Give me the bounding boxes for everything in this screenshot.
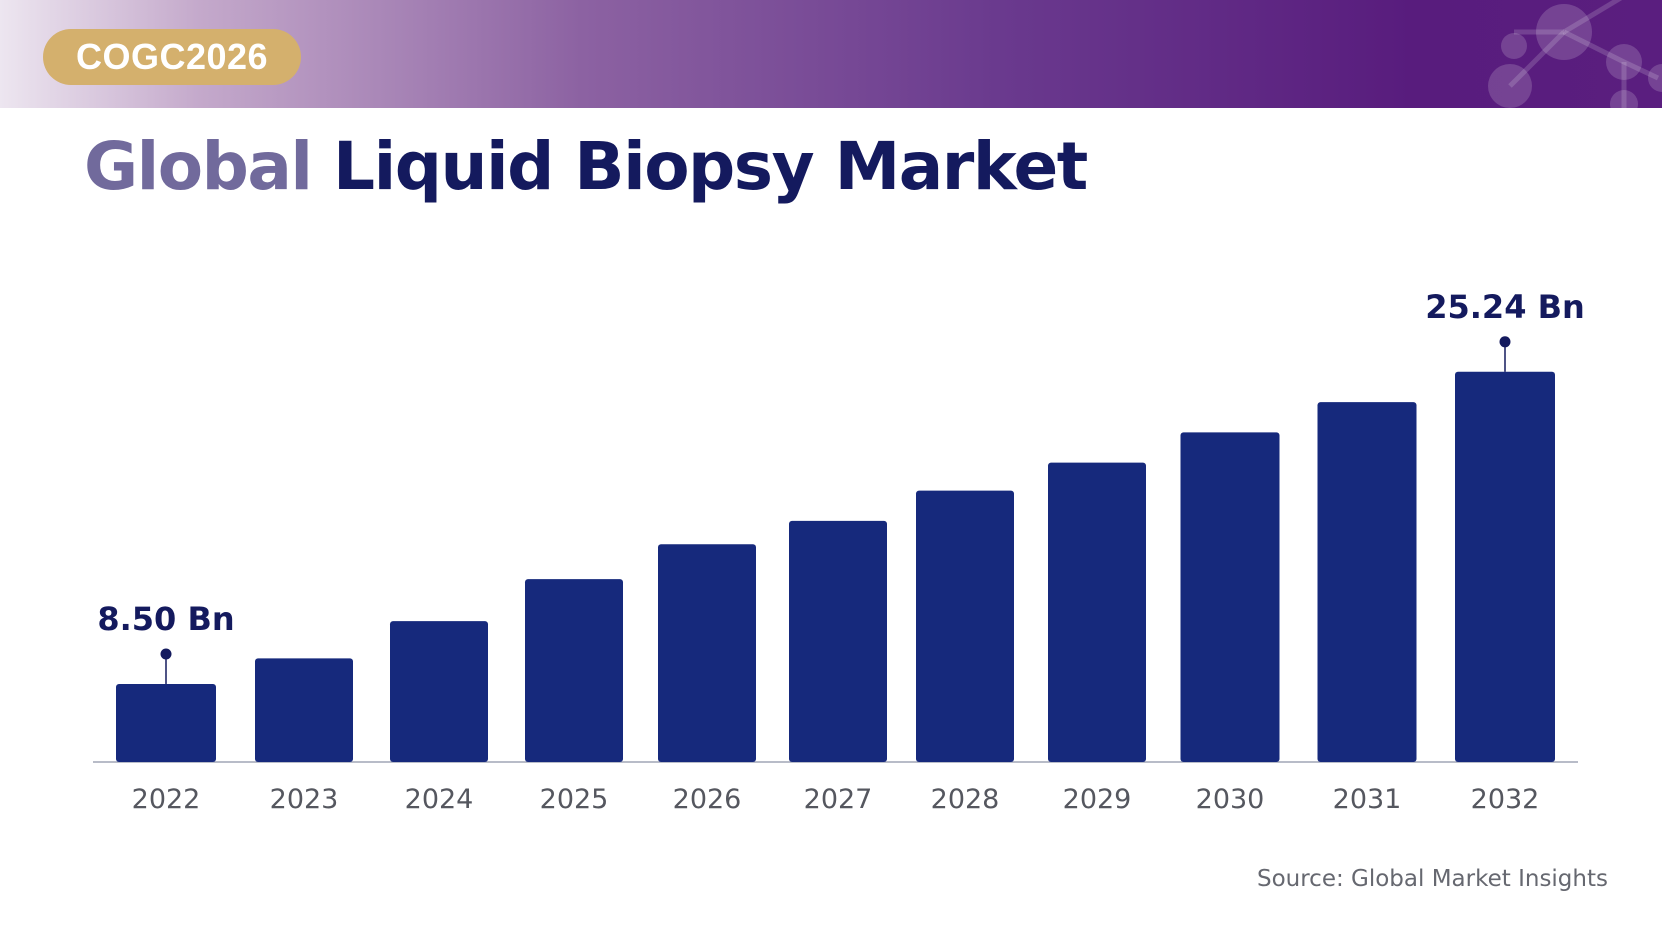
bar-2030 [1180, 432, 1280, 762]
x-tick-label-2024: 2024 [405, 784, 474, 815]
bar-2023 [255, 658, 353, 762]
x-tick-label-2026: 2026 [673, 784, 742, 815]
value-pointer-dot-2032 [1499, 336, 1511, 348]
bar-2031 [1317, 402, 1417, 762]
molecule-network-icon [1488, 0, 1662, 108]
x-tick-label-2023: 2023 [270, 784, 339, 815]
x-tick-label-2030: 2030 [1196, 784, 1265, 815]
x-tick-label-2025: 2025 [540, 784, 609, 815]
x-tick-label-2029: 2029 [1063, 784, 1132, 815]
source-note: Source: Global Market Insights [1256, 866, 1608, 892]
x-tick-label-2022: 2022 [132, 784, 201, 815]
x-tick-label-2032: 2032 [1471, 784, 1540, 815]
bar-2025 [525, 579, 623, 762]
bar-2028 [916, 490, 1014, 762]
title-word-global: Global [84, 128, 313, 205]
x-tick-label-2031: 2031 [1333, 784, 1402, 815]
bar-2026 [658, 544, 756, 762]
bar-2029 [1048, 462, 1146, 762]
bar-2027 [789, 520, 887, 762]
data-label-2032: 25.24 Bn [1425, 288, 1585, 326]
conference-badge: COGC2026 [43, 29, 301, 85]
header-banner: COGC2026 [0, 0, 1662, 108]
x-tick-label-2027: 2027 [804, 784, 873, 815]
x-tick-label-2028: 2028 [931, 784, 1000, 815]
bar-2032 [1455, 371, 1555, 762]
value-pointer-dot-2022 [160, 648, 172, 660]
bar-2022 [116, 683, 216, 762]
title-market-name: Liquid Biopsy Market [333, 128, 1088, 205]
bar-2024 [390, 621, 488, 762]
page-title: Global Liquid Biopsy Market [84, 128, 1088, 205]
data-label-2022: 8.50 Bn [97, 600, 234, 638]
